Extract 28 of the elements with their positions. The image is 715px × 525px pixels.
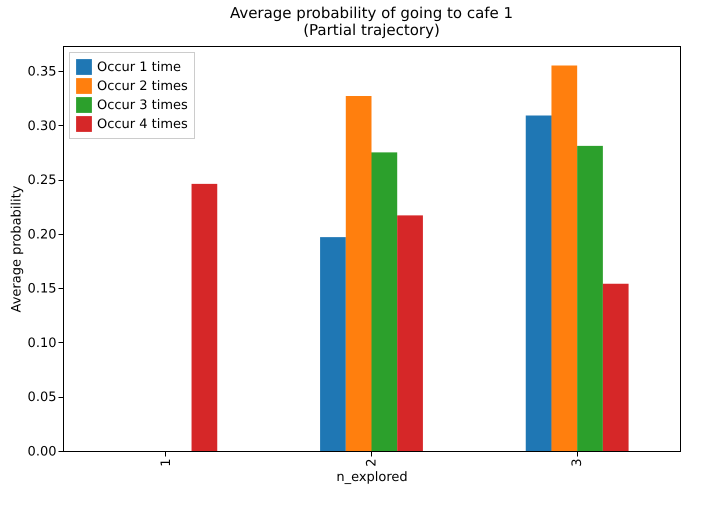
- y-tick-label: 0.20: [28, 227, 56, 242]
- bar: [577, 146, 603, 451]
- chart-title: Average probability of going to cafe 1: [230, 4, 514, 22]
- legend-label: Occur 2 times: [97, 79, 188, 94]
- bar: [602, 284, 629, 451]
- legend-label: Occur 3 times: [97, 98, 188, 113]
- y-tick-label: 0.15: [28, 282, 56, 297]
- x-tick-label: 3: [570, 458, 586, 467]
- bar: [397, 215, 423, 451]
- bar: [551, 66, 578, 451]
- legend-label: Occur 4 times: [97, 117, 188, 132]
- chart-subtitle: (Partial trajectory): [303, 21, 440, 39]
- x-tick-label: 2: [364, 458, 380, 467]
- bar: [192, 184, 218, 451]
- x-tick-label: 1: [158, 458, 174, 467]
- y-axis-title: Average probability: [10, 185, 25, 312]
- legend-label: Occur 1 time: [97, 60, 182, 75]
- y-tick-label: 0.35: [28, 64, 56, 80]
- y-tick-label: 0.30: [28, 118, 56, 134]
- x-axis-title: n_explored: [336, 470, 408, 485]
- bar: [346, 96, 372, 451]
- bar: [526, 115, 552, 451]
- y-tick-label: 0.10: [28, 336, 56, 351]
- bar: [372, 152, 398, 451]
- y-tick-label: 0.00: [28, 444, 56, 460]
- bar: [320, 237, 346, 451]
- y-tick-label: 0.05: [28, 390, 56, 406]
- y-tick-label: 0.25: [28, 173, 56, 188]
